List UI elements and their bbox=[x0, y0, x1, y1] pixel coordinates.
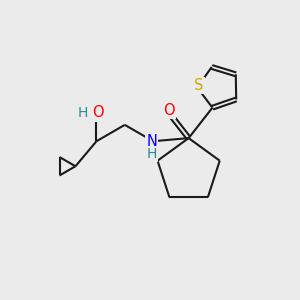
Text: O: O bbox=[92, 106, 103, 121]
Text: H: H bbox=[78, 106, 88, 120]
Text: O: O bbox=[164, 103, 175, 118]
Text: H: H bbox=[146, 147, 157, 161]
Text: N: N bbox=[146, 134, 157, 149]
Text: S: S bbox=[194, 78, 203, 93]
